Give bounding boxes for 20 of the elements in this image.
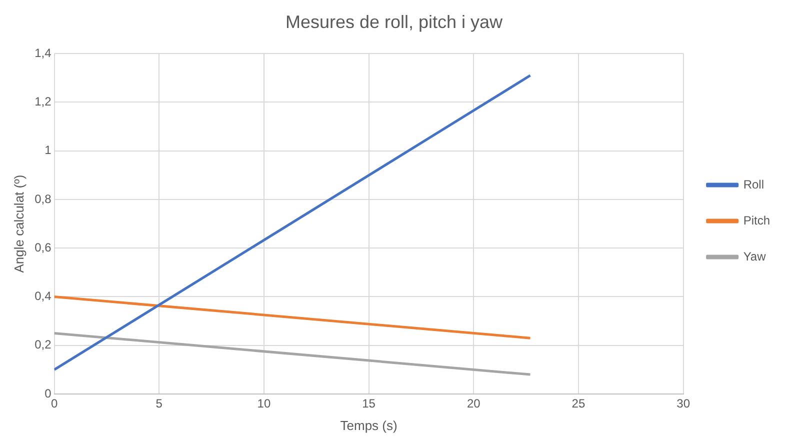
x-tick-label: 30	[676, 396, 690, 411]
y-axis-title: Angle calculat (º)	[11, 174, 26, 273]
legend-label: Pitch	[743, 213, 770, 228]
x-tick-label: 25	[572, 396, 586, 411]
x-tick-label: 20	[466, 396, 481, 411]
y-tick-label: 0,2	[34, 338, 52, 352]
y-tick-label: 0,8	[34, 192, 52, 206]
x-tick-label: 5	[156, 396, 163, 411]
y-tick-label: 0,6	[34, 240, 52, 254]
legend-label: Yaw	[743, 249, 766, 264]
chart-title: Mesures de roll, pitch i yaw	[285, 12, 504, 32]
legend-label: Roll	[743, 177, 764, 192]
y-tick-label: 0,4	[34, 289, 52, 304]
y-tick-label: 1,2	[34, 94, 52, 109]
x-tick-label: 15	[362, 396, 376, 411]
y-tick-label: 0	[44, 386, 52, 400]
x-tick-label: 10	[257, 396, 271, 411]
y-tick-label: 1	[44, 143, 52, 158]
x-axis-title: Temps (s)	[340, 418, 398, 433]
y-tick-label: 1,4	[34, 46, 52, 60]
